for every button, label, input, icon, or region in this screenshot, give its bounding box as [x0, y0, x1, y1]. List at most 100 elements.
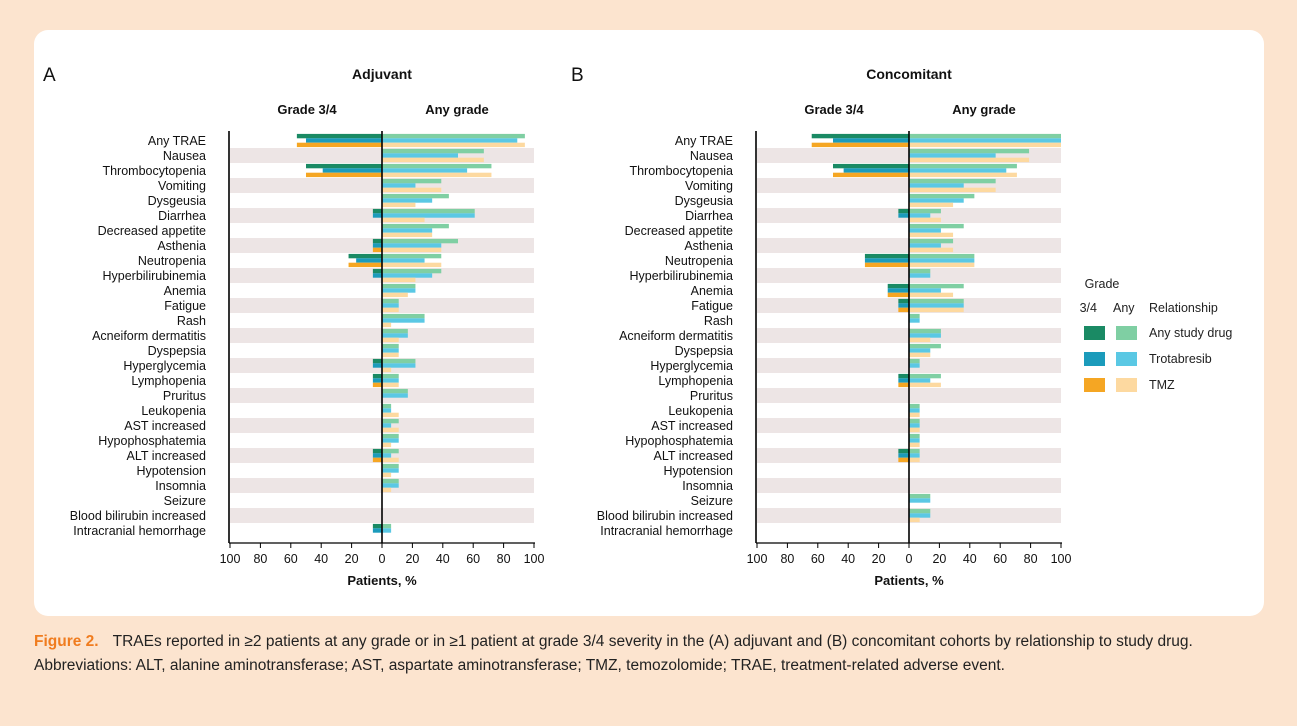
figure-caption: Figure 2. TRAEs reported in ≥2 patients a…	[34, 630, 1262, 678]
left-header-b: Grade 3/4	[804, 102, 864, 117]
category-label-a: Fatigue	[164, 299, 206, 313]
bar-anygrade-b	[909, 243, 941, 248]
bar-anygrade-a	[382, 367, 392, 373]
bar-anygrade-b	[909, 258, 975, 263]
bar-anygrade-b	[909, 232, 954, 238]
bar-anygrade-a	[382, 423, 392, 428]
legend-swatch-anygrade	[1116, 378, 1137, 392]
bar-anygrade-b	[909, 363, 920, 368]
bar-anygrade-a	[382, 268, 442, 274]
bar-anygrade-a	[382, 528, 392, 533]
bar-grade34-a	[372, 523, 382, 529]
bar-anygrade-b	[909, 513, 931, 518]
bar-anygrade-a	[382, 198, 433, 203]
category-label-a: Nausea	[163, 149, 206, 163]
right-header-a: Any grade	[425, 102, 489, 117]
bar-anygrade-b	[909, 343, 941, 349]
category-label-b: Decreased appetite	[625, 224, 733, 238]
bar-anygrade-b	[909, 138, 1061, 143]
legend-swatch-grade34	[1084, 378, 1105, 392]
bar-anygrade-b	[909, 303, 964, 308]
category-label-a: Any TRAE	[148, 134, 206, 148]
left-header-a: Grade 3/4	[277, 102, 337, 117]
bar-anygrade-b	[909, 382, 941, 388]
bar-anygrade-a	[382, 412, 399, 418]
bar-anygrade-a	[382, 223, 449, 229]
legend-col-34: 3/4	[1080, 301, 1097, 315]
bar-anygrade-b	[909, 292, 954, 298]
bar-anygrade-b	[909, 348, 931, 353]
bar-anygrade-a	[382, 328, 408, 334]
bar-grade34-a	[372, 457, 382, 463]
category-label-a: Anemia	[164, 284, 206, 298]
category-label-a: Dysgeusia	[148, 194, 206, 208]
bar-anygrade-a	[382, 382, 399, 388]
legend-label: Any study drug	[1149, 326, 1232, 340]
bar-anygrade-b	[909, 333, 941, 338]
bar-anygrade-a	[382, 363, 416, 368]
x-tick-label-a: 40	[314, 552, 328, 566]
category-label-b: Hyperbilirubinemia	[629, 269, 733, 283]
category-label-b: Rash	[704, 314, 733, 328]
panel-letter-b: B	[571, 65, 584, 86]
bar-anygrade-a	[382, 478, 399, 484]
bar-grade34-a	[296, 142, 382, 148]
bar-anygrade-a	[382, 463, 399, 469]
bar-grade34-a	[372, 243, 382, 248]
category-label-a: Hyperbilirubinemia	[102, 269, 206, 283]
x-tick-label-b: 100	[1051, 552, 1072, 566]
bar-anygrade-a	[382, 187, 442, 193]
x-tick-label-b: 60	[811, 552, 825, 566]
bar-anygrade-a	[382, 337, 399, 343]
bar-anygrade-b	[909, 202, 954, 208]
bar-anygrade-b	[909, 268, 931, 274]
bar-anygrade-a	[382, 298, 399, 304]
bar-grade34-b	[843, 168, 909, 173]
bar-anygrade-a	[382, 217, 425, 223]
bar-anygrade-a	[382, 283, 416, 289]
bar-anygrade-a	[382, 373, 399, 379]
bar-grade34-b	[887, 292, 909, 298]
bar-grade34-b	[898, 457, 909, 463]
category-label-a: Leukopenia	[141, 404, 206, 418]
bar-grade34-b	[898, 448, 909, 454]
bar-anygrade-b	[909, 273, 931, 278]
bar-grade34-a	[372, 382, 382, 388]
bar-anygrade-a	[382, 243, 442, 248]
bar-anygrade-a	[382, 393, 408, 398]
bar-anygrade-b	[909, 328, 941, 334]
bar-grade34-b	[898, 382, 909, 388]
category-label-b: Acneiform dermatitis	[619, 329, 733, 343]
bar-anygrade-b	[909, 313, 920, 319]
bar-anygrade-b	[909, 438, 920, 443]
bar-anygrade-b	[909, 288, 941, 293]
bar-grade34-a	[372, 208, 382, 214]
bar-anygrade-b	[909, 403, 920, 409]
category-label-a: Rash	[177, 314, 206, 328]
panel-b-chart: Any TRAENauseaThrombocytopeniaVomitingDy…	[571, 65, 1071, 588]
category-label-b: Dyspepsia	[675, 344, 733, 358]
panel-letter-a: A	[43, 65, 56, 86]
bar-anygrade-a	[382, 238, 458, 244]
bar-anygrade-b	[909, 423, 920, 428]
category-label-b: Vomiting	[685, 179, 733, 193]
bar-anygrade-a	[382, 172, 492, 178]
bar-anygrade-a	[382, 448, 399, 454]
panel-title-a: Adjuvant	[352, 66, 412, 82]
x-tick-label-b: 60	[993, 552, 1007, 566]
bar-anygrade-a	[382, 433, 399, 439]
x-tick-label-b: 80	[780, 552, 794, 566]
x-tick-label-b: 20	[932, 552, 946, 566]
right-header-b: Any grade	[952, 102, 1016, 117]
bar-anygrade-a	[382, 208, 475, 214]
bar-anygrade-b	[909, 253, 975, 259]
bar-anygrade-a	[382, 348, 399, 353]
x-tick-label-a: 100	[524, 552, 545, 566]
bar-anygrade-b	[909, 352, 931, 358]
figure-panel: Any TRAE Nausea Thrombocytopenia Vomiting Dy…	[34, 30, 1264, 616]
bar-grade34-a	[372, 247, 382, 253]
category-label-b: Fatigue	[691, 299, 733, 313]
bar-anygrade-a	[382, 253, 442, 259]
bar-anygrade-a	[382, 178, 442, 184]
bar-grade34-b	[887, 283, 909, 289]
